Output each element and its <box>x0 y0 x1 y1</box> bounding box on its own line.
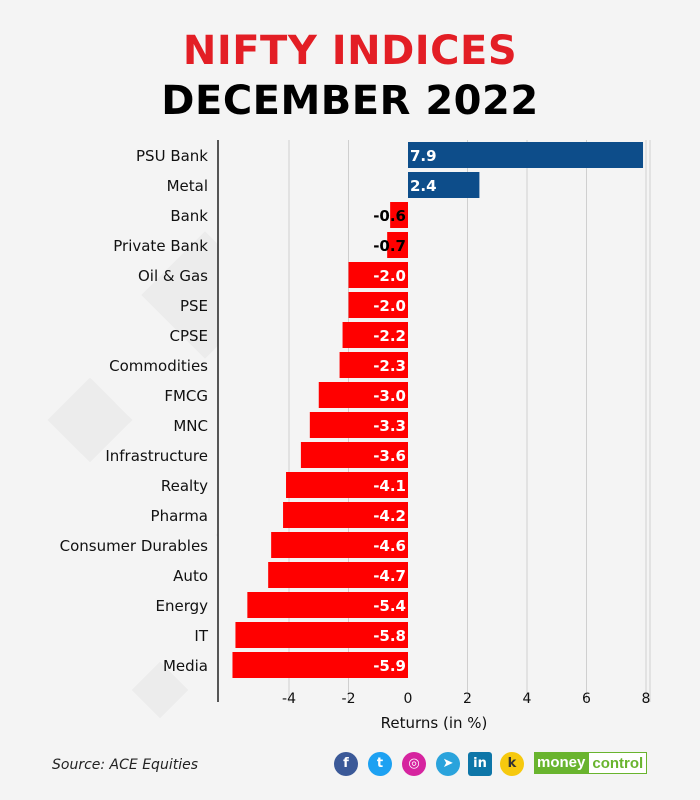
category-label: Private Bank <box>113 237 208 255</box>
category-label: Media <box>163 657 208 675</box>
data-label: -5.8 <box>373 627 406 645</box>
x-tick-label: 8 <box>642 691 651 707</box>
category-label: MNC <box>173 417 208 435</box>
x-axis-label: Returns (in %) <box>381 714 488 732</box>
data-label: -0.7 <box>373 237 406 255</box>
x-tick-label: 4 <box>523 691 532 707</box>
data-label: 7.9 <box>410 147 437 165</box>
data-label: -3.0 <box>373 387 406 405</box>
category-label: IT <box>194 627 208 645</box>
telegram-icon[interactable]: ➤ <box>436 752 460 776</box>
category-label: PSU Bank <box>136 147 208 165</box>
bar <box>348 292 408 318</box>
bar <box>271 532 408 558</box>
category-label: Auto <box>173 567 208 585</box>
data-label: -4.2 <box>373 507 406 525</box>
data-label: -4.7 <box>373 567 406 585</box>
category-label: Commodities <box>109 357 208 375</box>
bar <box>300 442 408 468</box>
bar <box>235 622 408 648</box>
x-tick-label: 2 <box>463 691 472 707</box>
category-label: Metal <box>167 177 208 195</box>
bar <box>309 412 408 438</box>
koo-icon[interactable]: k <box>500 752 524 776</box>
category-label: Energy <box>155 597 208 615</box>
twitter-icon[interactable]: t <box>368 752 392 776</box>
bar <box>387 232 408 258</box>
x-tick-label: -2 <box>342 691 356 707</box>
x-tick-label: 0 <box>404 691 413 707</box>
data-label: -2.3 <box>373 357 406 375</box>
data-label: -5.9 <box>373 657 406 675</box>
category-label: Pharma <box>151 507 208 525</box>
bar <box>339 352 408 378</box>
moneycontrol-logo[interactable]: money control <box>534 752 648 774</box>
x-tick-label: 6 <box>582 691 591 707</box>
category-label: FMCG <box>164 387 208 405</box>
data-label: 2.4 <box>410 177 437 195</box>
category-label: CPSE <box>169 327 208 345</box>
bar <box>232 652 408 678</box>
chart-title: NIFTY INDICES <box>182 28 518 74</box>
category-label: Oil & Gas <box>138 267 208 285</box>
data-label: -4.1 <box>373 477 406 495</box>
bar <box>408 142 644 168</box>
data-label: -5.4 <box>373 597 406 615</box>
bar <box>268 562 408 588</box>
data-label: -0.6 <box>373 207 406 225</box>
category-label: Bank <box>170 207 208 225</box>
data-label: -3.3 <box>373 417 406 435</box>
linkedin-icon[interactable]: in <box>468 752 492 776</box>
bar <box>348 262 408 288</box>
logo-part-control: control <box>588 752 648 774</box>
instagram-icon[interactable]: ◎ <box>402 752 426 776</box>
bar-chart: PSU Bank 7.9 Metal 2.4 Bank -0.6 Private Bank -… <box>60 140 651 732</box>
bar <box>286 472 408 498</box>
plot-area <box>218 140 650 680</box>
bar <box>408 172 480 198</box>
category-label: Realty <box>161 477 208 495</box>
category-label: Consumer Durables <box>60 537 209 555</box>
facebook-icon[interactable]: f <box>334 752 358 776</box>
logo-part-money: money <box>534 752 589 774</box>
category-label: Infrastructure <box>105 447 208 465</box>
bar <box>283 502 408 528</box>
data-label: -3.6 <box>373 447 406 465</box>
data-label: -2.2 <box>373 327 406 345</box>
bar <box>342 322 408 348</box>
category-label: PSE <box>180 297 208 315</box>
data-label: -4.6 <box>373 537 406 555</box>
bar <box>390 202 408 228</box>
chart-subtitle: DECEMBER 2022 <box>161 78 539 124</box>
bar <box>318 382 408 408</box>
source-note: Source: ACE Equities <box>52 757 198 773</box>
bar <box>247 592 408 618</box>
data-label: -2.0 <box>373 297 406 315</box>
data-label: -2.0 <box>373 267 406 285</box>
x-tick-label: -4 <box>282 691 296 707</box>
